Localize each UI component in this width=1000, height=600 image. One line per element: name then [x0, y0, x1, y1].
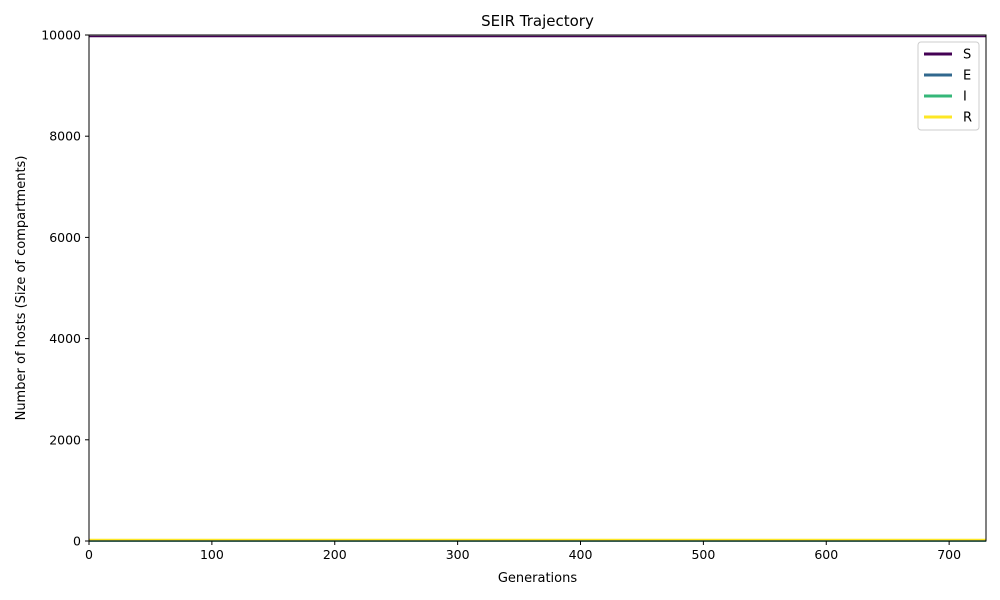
x-tick-label: 100 [200, 547, 224, 562]
chart-title: SEIR Trajectory [481, 12, 594, 30]
legend: SEIR [917, 41, 980, 131]
x-tick-label: 200 [323, 547, 347, 562]
legend-box [917, 41, 980, 131]
x-tick-label: 400 [569, 547, 593, 562]
y-axis-ticks: 0 2000 4000 6000 8000 10000 [41, 28, 89, 549]
x-tick-label: 300 [446, 547, 470, 562]
x-tick-label: 500 [691, 547, 715, 562]
x-tick-label: 600 [814, 547, 838, 562]
axes-frame [88, 34, 987, 542]
y-tick-label: 6000 [49, 230, 81, 245]
y-tick-label: 2000 [49, 432, 81, 447]
y-tick-label: 8000 [49, 129, 81, 144]
x-tick-label: 0 [85, 547, 93, 562]
legend-label-s: S [963, 48, 971, 63]
y-tick-label: 10000 [41, 28, 81, 43]
y-axis-label: Number of hosts (Size of compartments) [14, 156, 29, 421]
y-tick-label: 4000 [49, 331, 81, 346]
x-axis-label: Generations [498, 571, 578, 586]
legend-label-r: R [963, 111, 972, 126]
x-tick-label: 700 [937, 547, 961, 562]
legend-label-i: I [963, 90, 967, 105]
x-axis-ticks: 0 100 200 300 400 500 600 700 [85, 541, 961, 562]
y-tick-label: 0 [73, 534, 81, 549]
legend-label-e: E [963, 69, 971, 84]
